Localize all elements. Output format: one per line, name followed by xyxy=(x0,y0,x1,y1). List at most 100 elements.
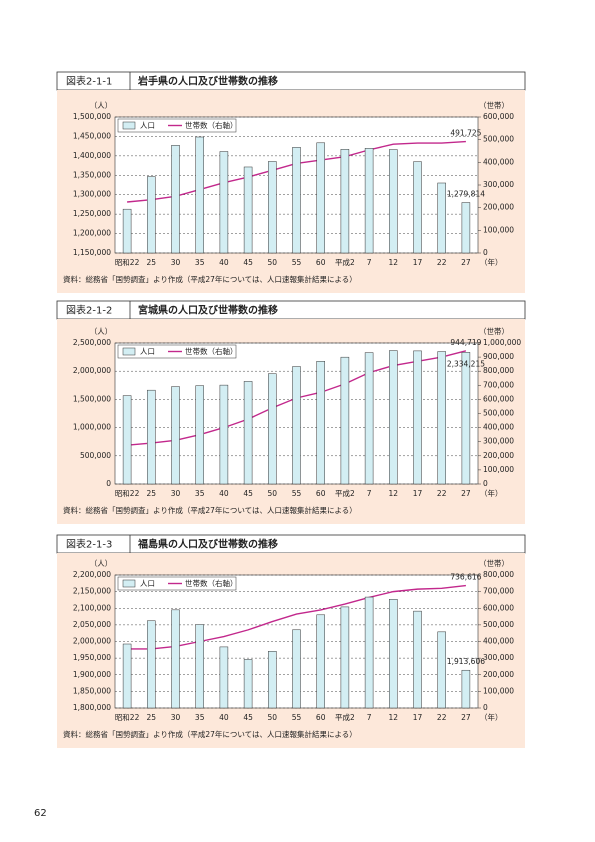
figure-title: 福島県の人口及び世帯数の推移 xyxy=(137,538,278,551)
population-bar xyxy=(147,389,156,485)
y-tick-label: 1,000,000 xyxy=(73,423,111,432)
y-tick-label: 1,150,000 xyxy=(73,248,111,257)
x-tick-label: 50 xyxy=(268,489,278,498)
y-tick-label: 1,250,000 xyxy=(73,209,111,218)
population-bar xyxy=(461,202,471,254)
header-box xyxy=(56,71,526,91)
x-tick-label: 25 xyxy=(147,258,157,267)
x-tick-label: 55 xyxy=(292,489,302,498)
x-tick-label: 40 xyxy=(219,489,229,498)
y-tick-label: 1,400,000 xyxy=(73,151,111,160)
y2-tick-label: 900,000 xyxy=(483,352,514,361)
y-tick-label: 1,900,000 xyxy=(73,670,111,679)
x-tick-label: 45 xyxy=(243,258,253,267)
y2-tick-label: 100,000 xyxy=(483,686,514,695)
y2-tick-label: 700,000 xyxy=(483,587,514,596)
population-bar xyxy=(268,373,277,485)
population-bar xyxy=(437,631,446,709)
population-bar xyxy=(147,176,156,254)
x-tick-label: 30 xyxy=(171,713,181,722)
x-tick-label: 45 xyxy=(243,489,253,498)
population-bar xyxy=(292,147,301,254)
y-tick-label: 1,300,000 xyxy=(73,190,111,199)
x-tick-label: 12 xyxy=(389,258,399,267)
y-tick-label: 1,500,000 xyxy=(73,394,111,403)
population-bar xyxy=(122,395,132,485)
x-tick-label: 60 xyxy=(316,713,326,722)
legend-swatch xyxy=(122,347,136,356)
legend-label: 世帯数（右軸） xyxy=(185,346,238,356)
y-tick-label: 2,000,000 xyxy=(73,637,111,646)
x-tick-label: 35 xyxy=(195,258,205,267)
legend-label: 人口 xyxy=(140,579,155,588)
y2-tick-label: 700,000 xyxy=(483,380,514,389)
y2-tick-label: 500,000 xyxy=(483,620,514,629)
population-bar xyxy=(389,350,398,485)
x-tick-label: 27 xyxy=(461,489,471,498)
population-bar xyxy=(461,669,471,709)
y2-tick-label: 0 xyxy=(483,248,488,257)
population-bar xyxy=(316,142,325,254)
y2-tick-label: 300,000 xyxy=(483,180,514,189)
x-tick-label: 55 xyxy=(292,713,302,722)
legend-label: 世帯数（右軸） xyxy=(185,578,238,588)
y2-tick-label: 800,000 xyxy=(483,366,514,375)
population-bar xyxy=(461,352,471,485)
y-tick-label: 1,950,000 xyxy=(73,653,111,662)
source-note: 資料：総務省「国勢調査」より作成（平成27年については、人口速報集計結果による） xyxy=(63,274,357,284)
population-bar xyxy=(437,351,446,485)
y-tick-label: 2,100,000 xyxy=(73,603,111,612)
x-tick-label: 35 xyxy=(195,713,205,722)
figure-title: 岩手県の人口及び世帯数の推移 xyxy=(137,75,278,88)
x-tick-label: 40 xyxy=(219,713,229,722)
y2-tick-label: 200,000 xyxy=(483,203,514,212)
y-tick-label: 2,150,000 xyxy=(73,587,111,596)
population-bar xyxy=(219,384,229,485)
population-bar xyxy=(268,161,277,254)
y2-unit: （世帯） xyxy=(479,100,509,110)
x-tick-label: 30 xyxy=(171,489,181,498)
population-bar xyxy=(389,149,398,254)
y-tick-label: 2,050,000 xyxy=(73,620,111,629)
population-bar xyxy=(122,208,132,254)
population-bar xyxy=(437,182,446,254)
y-tick-label: 1,850,000 xyxy=(73,686,111,695)
y-unit: （人） xyxy=(90,101,113,110)
population-bar xyxy=(195,136,204,254)
x-unit: （年） xyxy=(480,488,503,498)
x-tick-label: 12 xyxy=(389,713,399,722)
y2-tick-label: 100,000 xyxy=(483,225,514,234)
population-bar xyxy=(171,145,180,254)
population-bar xyxy=(389,599,398,709)
x-tick-label: 50 xyxy=(268,713,278,722)
x-tick-label: 17 xyxy=(413,489,423,498)
y-tick-label: 1,350,000 xyxy=(73,170,111,179)
population-bar xyxy=(316,361,325,485)
y2-tick-label: 300,000 xyxy=(483,653,514,662)
x-tick-label: 50 xyxy=(268,258,278,267)
x-tick-label: 45 xyxy=(243,713,253,722)
y2-tick-label: 600,000 xyxy=(483,603,514,612)
value-label: 1,279,814 xyxy=(447,190,485,199)
legend-label: 人口 xyxy=(140,347,155,356)
value-label: 491,725 xyxy=(450,129,481,138)
legend-label: 人口 xyxy=(140,121,155,130)
population-bar xyxy=(122,643,132,709)
x-tick-label: 40 xyxy=(219,258,229,267)
value-label: 1,913,606 xyxy=(447,657,485,666)
y-tick-label: 500,000 xyxy=(80,451,111,460)
y-tick-label: 1,200,000 xyxy=(73,229,111,238)
population-bar xyxy=(243,659,253,709)
y2-tick-label: 500,000 xyxy=(483,409,514,418)
x-tick-label: 昭和22 xyxy=(115,713,140,722)
y2-tick-label: 0 xyxy=(483,703,488,712)
population-bar xyxy=(243,381,253,485)
figure-label: 図表2-1-3 xyxy=(66,538,112,551)
y2-tick-label: 1,000,000 xyxy=(483,338,521,347)
population-bar xyxy=(340,149,350,254)
x-tick-label: 17 xyxy=(413,258,423,267)
population-bar xyxy=(195,385,204,485)
x-tick-label: 平成2 xyxy=(335,712,355,722)
figure-label: 図表2-1-1 xyxy=(66,75,112,88)
